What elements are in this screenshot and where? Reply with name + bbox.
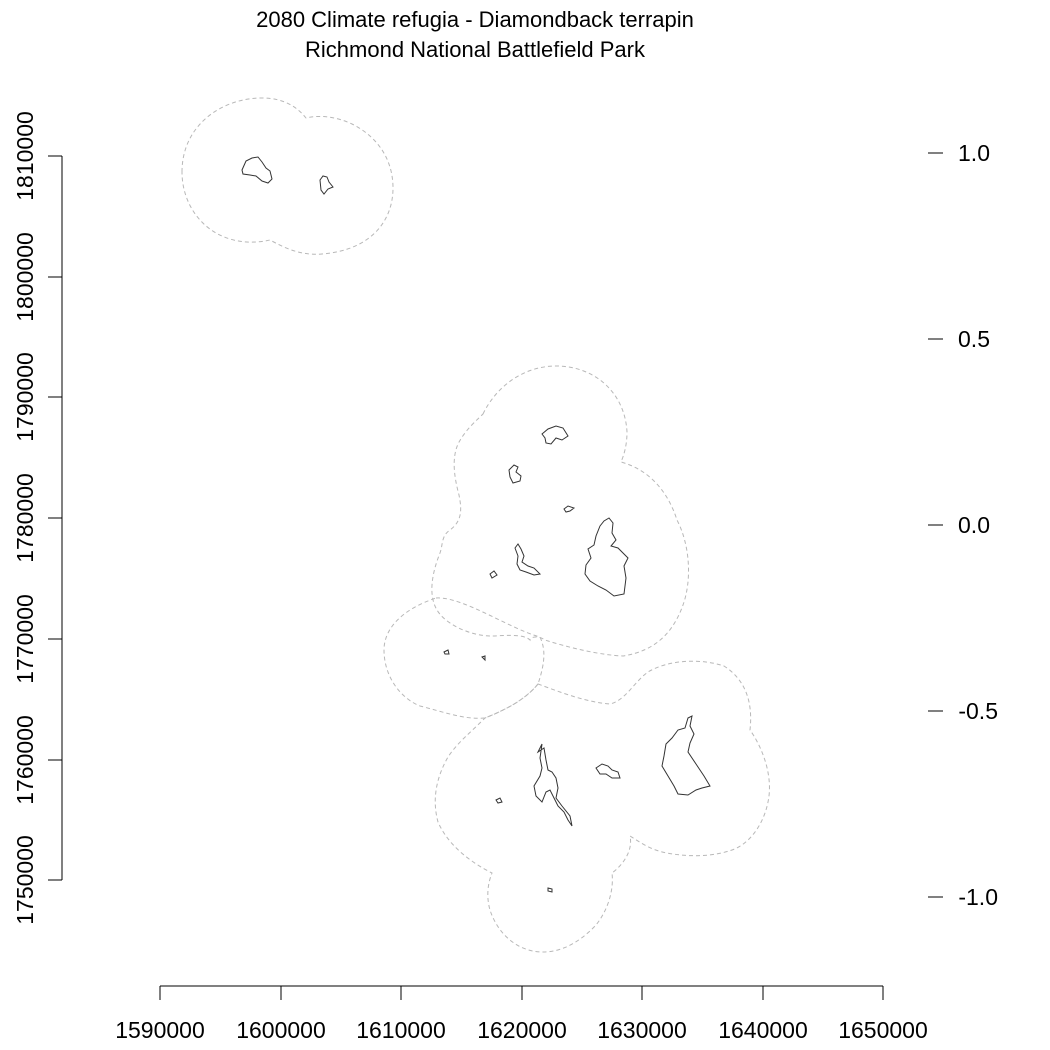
y-right-tick-label: 0.0 [958,512,990,538]
y-tick-label: 1770000 [12,594,38,684]
x-tick-label: 1600000 [236,1017,326,1043]
x-tick-label: 1650000 [838,1017,928,1043]
x-tick-label: 1590000 [115,1017,205,1043]
park-unit [547,887,553,893]
park-unit [241,156,273,184]
map-title-line1: 2080 Climate refugia - Diamondback terra… [256,7,694,32]
park-units-layer [241,156,711,893]
park-unit [481,655,486,662]
y-right-tick-label: 1.0 [958,140,990,166]
y-tick-label: 1810000 [12,111,38,201]
map-title-line2: Richmond National Battlefield Park [305,37,646,62]
x-tick-label: 1630000 [597,1017,687,1043]
y-tick-label: 1800000 [12,232,38,322]
buffer-west [383,597,545,719]
park-unit [489,570,498,579]
y-axis-left: 1750000 1760000 1770000 1780000 1790000 … [12,111,63,925]
park-unit [533,743,573,827]
y-right-tick-label: -0.5 [958,698,998,724]
x-tick-label: 1610000 [356,1017,446,1043]
y-axis-right: 1.0 0.5 0.0 -0.5 -1.0 [928,140,998,910]
buffer-layer [181,97,770,953]
park-unit [514,543,542,576]
x-axis: 1590000 1600000 1610000 1620000 1630000 … [115,985,928,1043]
park-unit [319,175,334,195]
y-tick-label: 1760000 [12,715,38,805]
y-tick-label: 1790000 [12,352,38,442]
x-tick-label: 1640000 [718,1017,808,1043]
park-unit [541,425,569,445]
y-tick-label: 1750000 [12,835,38,925]
park-unit [661,715,711,796]
park-unit [443,649,450,655]
buffer-north [181,97,394,255]
buffer-central [431,365,690,657]
park-unit [495,797,503,804]
y-right-tick-label: -1.0 [958,884,998,910]
buffer-south [434,660,770,953]
park-unit [584,517,629,597]
x-tick-label: 1620000 [477,1017,567,1043]
park-unit [595,763,621,779]
y-right-tick-label: 0.5 [958,326,990,352]
park-unit [508,464,522,484]
park-unit [563,505,576,513]
y-tick-label: 1780000 [12,473,38,563]
